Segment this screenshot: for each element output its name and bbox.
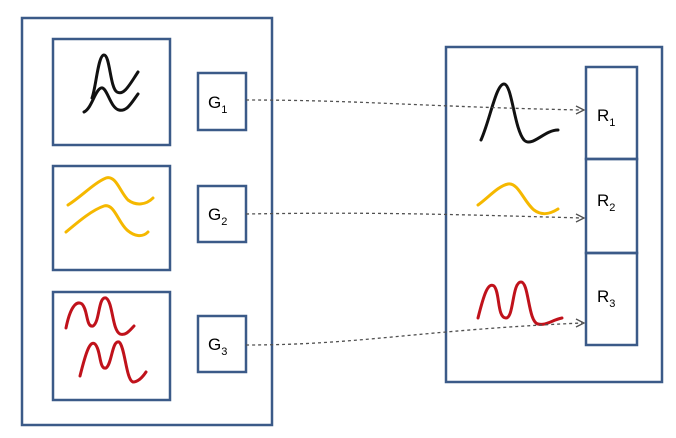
- result-label-1-subscript: 1: [609, 117, 615, 129]
- waveform-stroke-upper: [64, 296, 136, 336]
- result-label-2-subscript: 2: [609, 202, 615, 214]
- group-label-2-subscript: 2: [221, 216, 227, 228]
- group-label-1: G1: [208, 93, 227, 116]
- result-label-1-letter: R: [597, 106, 609, 125]
- group-label-1-subscript: 1: [221, 104, 227, 116]
- connector-2: [245, 212, 583, 219]
- result-label-2: R2: [597, 191, 615, 214]
- result-label-1: R1: [597, 106, 615, 129]
- connector-3: [245, 322, 583, 346]
- group-label-3: G3: [208, 335, 227, 358]
- group-label-3-letter: G: [208, 335, 221, 354]
- signal-panel-1-waveform: [82, 53, 140, 114]
- group-box-3: [196, 314, 248, 374]
- waveform-stroke-lower: [64, 204, 150, 238]
- result-waveform-2: [476, 182, 560, 216]
- left-container: [20, 16, 274, 427]
- arrowhead-3: [575, 318, 586, 328]
- result-box-3: [584, 251, 639, 347]
- signal-panel-2-waveform: [64, 176, 155, 238]
- arrowhead-2: [575, 213, 586, 223]
- group-label-1-letter: G: [208, 93, 221, 112]
- waveform-stroke-lower: [78, 340, 148, 384]
- result-label-3: R3: [597, 287, 615, 310]
- waveform-stroke-lower: [82, 86, 140, 114]
- result-waveform-1: [479, 82, 560, 144]
- result-waveform-3: [476, 280, 564, 326]
- signal-panel-1: [51, 37, 172, 147]
- group-box-1: [196, 71, 248, 132]
- right-container: [444, 45, 664, 384]
- group-box-2: [196, 184, 248, 244]
- group-label-2: G2: [208, 205, 227, 228]
- arrowhead-1: [575, 105, 586, 115]
- result-label-2-letter: R: [597, 191, 609, 210]
- group-label-3-subscript: 3: [221, 346, 227, 358]
- signal-panel-2: [51, 164, 172, 272]
- connector-1: [245, 99, 583, 111]
- result-label-3-letter: R: [597, 287, 609, 306]
- signal-panel-3-waveform: [64, 296, 148, 384]
- result-label-3-subscript: 3: [609, 298, 615, 310]
- waveform-stroke-upper: [66, 176, 155, 207]
- group-label-2-letter: G: [208, 205, 221, 224]
- signal-panel-3: [51, 290, 172, 402]
- waveform-stroke-upper: [90, 53, 140, 100]
- result-box-1: [584, 65, 639, 161]
